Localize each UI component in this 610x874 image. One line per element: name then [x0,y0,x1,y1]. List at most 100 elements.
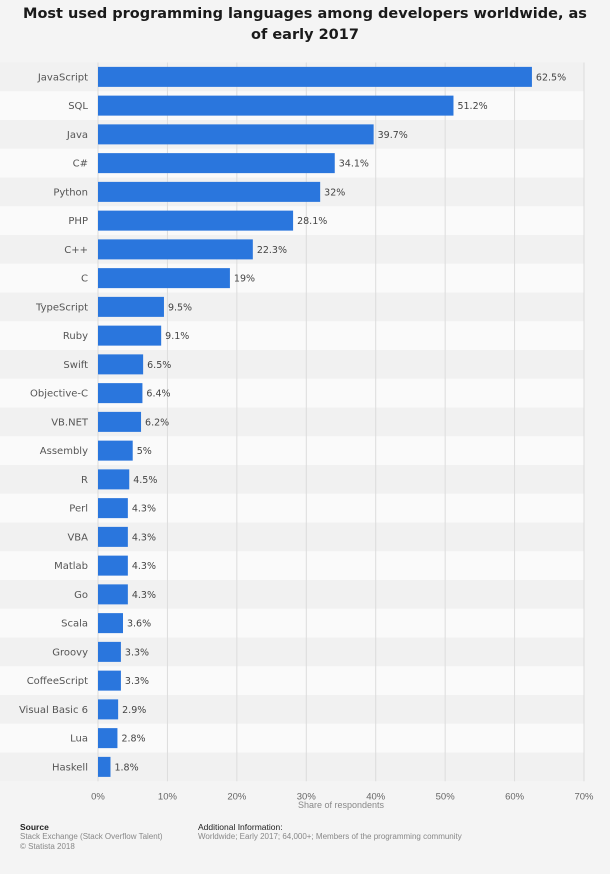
data-label: 51.2% [457,101,487,112]
data-label: 3.3% [125,647,149,658]
data-label: 19% [234,274,255,285]
category-label: Java [66,130,88,141]
data-label: 34.1% [339,159,369,170]
category-label: Visual Basic 6 [19,705,88,716]
category-label: Go [74,590,88,601]
row-stripe [0,580,584,609]
x-tick-label: 50% [436,791,456,802]
bar [98,383,143,404]
row-stripe [0,752,584,782]
category-label: JavaScript [37,72,88,83]
data-label: 62.5% [536,72,566,83]
data-label: 9.1% [165,331,189,342]
x-tick-label: 20% [227,791,247,802]
x-axis-label: Share of respondents [298,800,385,810]
bar [98,354,144,375]
data-label: 1.8% [114,762,138,773]
data-label: 6.4% [146,389,170,400]
category-label: VB.NET [51,417,89,428]
copyright-line: © Statista 2018 [20,842,75,851]
row-stripe [0,493,584,523]
x-tick-label: 10% [158,791,178,802]
bars [98,66,532,777]
x-tick-label: 40% [366,791,386,802]
category-label: CoffeeScript [27,676,88,687]
data-label: 4.5% [133,475,157,486]
data-label: 22.3% [257,245,287,256]
bar [98,613,123,634]
labels: 0% 10% 20% 30% 40% 50% 60% 70% JavaScript 62.5% SQ… [19,72,594,802]
category-label: TypeScript [35,302,88,313]
category-label: Groovy [52,647,88,658]
x-tick-label: 70% [574,791,594,802]
category-label: PHP [68,216,88,227]
row-stripe [0,695,584,724]
additional-info-text: Worldwide; Early 2017; 64,000+; Members … [198,832,462,841]
data-label: 39.7% [378,130,408,141]
category-label: Perl [69,504,88,515]
bar [98,699,119,720]
bar [98,268,230,289]
category-label: Scala [61,619,88,630]
data-label: 2.9% [122,705,146,716]
bar [98,66,532,87]
row-stripe [0,522,584,552]
data-label: 3.6% [127,619,151,630]
bar [98,469,130,490]
row-stripe [0,321,584,350]
bar [98,325,162,346]
category-label: C [81,274,88,285]
data-label: 32% [324,187,345,198]
bar [98,498,128,519]
bar [98,181,321,202]
row-stripe [0,637,584,667]
data-label: 4.3% [132,561,156,572]
row-stripe [0,235,584,264]
row-stripe [0,436,584,465]
bar [98,670,121,691]
row-stripe [0,263,584,293]
category-label: Swift [63,360,88,371]
category-label: C++ [64,245,88,256]
bar [98,756,111,777]
x-tick-label: 60% [505,791,525,802]
bar [98,296,164,317]
source-line: Stack Exchange (Stack Overflow Talent) [20,832,163,841]
data-label: 4.3% [132,532,156,543]
additional-info-block: Additional Information: Worldwide; Early… [198,822,462,842]
bar [98,584,128,605]
bar-chart: 0% 10% 20% 30% 40% 50% 60% 70% JavaScript 62.5% SQ… [0,62,595,810]
data-label: 6.2% [145,417,169,428]
data-label: 9.5% [168,302,192,313]
bar [98,526,128,547]
category-label: C# [73,159,88,170]
bar [98,440,133,461]
chart-title: Most used programming languages among de… [23,6,587,43]
data-label: 4.3% [132,504,156,515]
data-label: 5% [137,446,152,457]
source-block: Source Stack Exchange (Stack Overflow Ta… [20,822,163,852]
bar [98,641,121,662]
data-label: 4.3% [132,590,156,601]
bar [98,210,294,231]
row-stripe [0,292,584,322]
category-label: Haskell [52,762,88,773]
bar [98,153,335,174]
data-label: 3.3% [125,676,149,687]
row-stripe [0,350,584,379]
category-label: Objective-C [30,389,88,400]
row-stripe [0,551,584,580]
bar [98,728,118,749]
bar [98,411,142,432]
x-tick-label: 0% [91,791,105,802]
bar [98,555,128,576]
data-label: 28.1% [297,216,327,227]
category-label: Assembly [40,446,88,457]
category-label: Ruby [63,331,88,342]
bar [98,239,253,260]
data-label: 2.8% [121,734,145,745]
category-label: R [81,475,88,486]
bar [98,95,454,116]
category-label: Python [53,187,88,198]
row-stripe [0,407,584,437]
